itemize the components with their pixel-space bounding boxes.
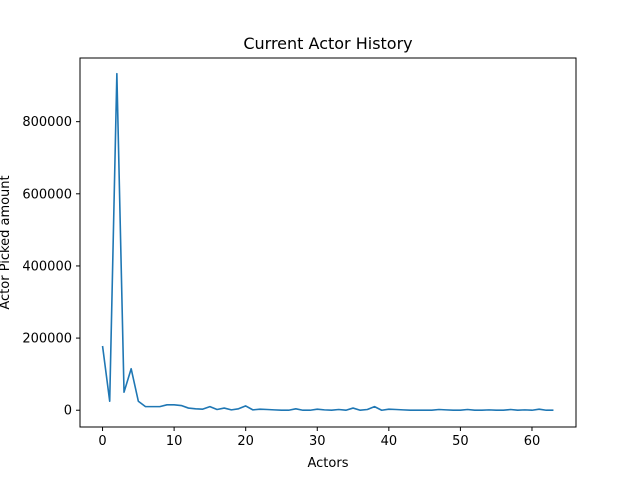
x-tick-label: 20 xyxy=(237,434,254,449)
x-tick-label: 50 xyxy=(452,434,469,449)
y-axis-label: Actor Picked amount xyxy=(0,175,13,309)
y-axis: 0 200000 400000 600000 800000 xyxy=(22,115,80,419)
y-tick-label: 800000 xyxy=(22,115,72,130)
plot-frame xyxy=(79,57,577,428)
y-tick-label: 200000 xyxy=(22,332,72,347)
series-line-0 xyxy=(101,72,554,412)
x-tick-label: 60 xyxy=(524,434,541,449)
y-tick-label: 600000 xyxy=(22,187,72,202)
x-axis: 0 10 20 30 40 50 60 xyxy=(98,427,540,449)
chart-title: Current Actor History xyxy=(243,34,412,53)
y-tick-label: 400000 xyxy=(22,259,72,274)
x-axis-label: Actors xyxy=(308,456,349,471)
x-tick-label: 10 xyxy=(166,434,183,449)
x-tick-label: 30 xyxy=(309,434,326,449)
x-tick-label: 0 xyxy=(98,434,106,449)
y-tick-label: 0 xyxy=(64,404,72,419)
x-tick-label: 40 xyxy=(381,434,398,449)
